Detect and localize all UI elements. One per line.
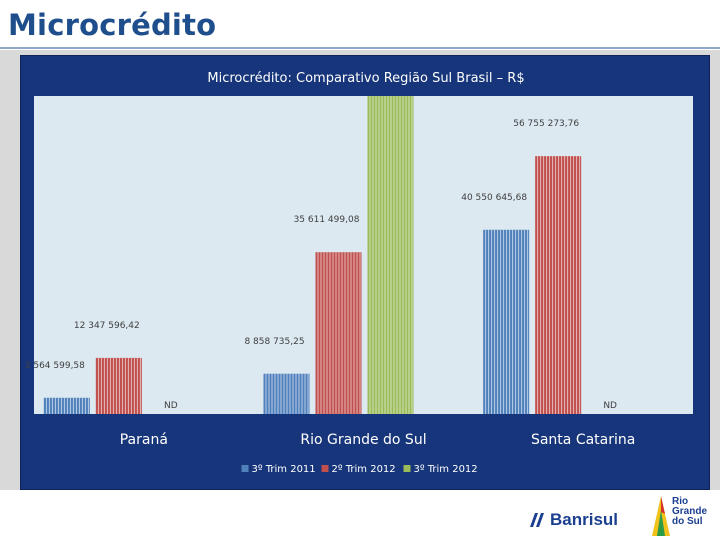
legend-item-2-trim-2012: 2º Trim 2012: [321, 464, 396, 475]
data-label-parana-3-trim-2011: 3 564 599,58: [25, 361, 85, 371]
data-label-rio-grande-do-sul-3-trim-2011: 8 858 735,25: [244, 337, 304, 347]
bar-texture: [317, 252, 361, 414]
bar-rio-grande-do-sul-3-trim-2011: [263, 373, 310, 414]
data-labels-layer: 3 564 599,58 12 347 596,42 ND 8 858 735,25 3…: [25, 119, 617, 411]
footer-strip: [0, 490, 720, 540]
legend-swatch: [321, 465, 329, 472]
bar-parana-2-trim-2012: [95, 357, 142, 414]
bar-texture: [45, 397, 89, 414]
legend-label: 3º Trim 2012: [414, 464, 478, 475]
data-label-rio-grande-do-sul-2-trim-2012: 35 611 499,08: [294, 215, 360, 225]
plot-area: [34, 96, 693, 414]
banrisul-logo: Banrisul: [528, 508, 618, 532]
bar-santa-catarina-3-trim-2011: [483, 229, 530, 414]
bar-chart: Microcrédito: Comparativo Região Sul Bra…: [25, 71, 693, 475]
bar-texture: [369, 96, 413, 414]
data-label-santa-catarina-3-trim-2012: ND: [603, 401, 617, 411]
chart-title: Microcrédito: Comparativo Região Sul Bra…: [207, 71, 524, 86]
banrisul-mark-icon: [530, 513, 544, 527]
bar-parana-3-trim-2011: [43, 397, 90, 414]
category-label-santa-catarina: Santa Catarina: [531, 432, 635, 448]
legend-label: 2º Trim 2012: [332, 464, 396, 475]
category-label-parana: Paraná: [120, 432, 168, 448]
legend-item-3-trim-2011: 3º Trim 2011: [241, 464, 316, 475]
legend-item-3-trim-2012: 3º Trim 2012: [403, 464, 478, 475]
legend-swatch: [403, 465, 411, 472]
category-label-rio-grande-do-sul: Rio Grande do Sul: [300, 432, 426, 448]
banrisul-wordmark: Banrisul: [550, 510, 619, 529]
bars-layer: [43, 96, 582, 415]
bar-texture: [265, 373, 309, 414]
data-label-parana-3-trim-2012: ND: [164, 401, 178, 411]
chart-panel: Microcrédito: Comparativo Região Sul Bra…: [20, 55, 710, 490]
data-label-santa-catarina-3-trim-2011: 40 550 645,68: [461, 193, 527, 203]
page-title: Microcrédito: [8, 8, 217, 42]
rio-grande-do-sul-wordmark: Rio Grande do Sul: [672, 496, 708, 527]
legend-label: 3º Trim 2011: [252, 464, 316, 475]
data-label-santa-catarina-2-trim-2012: 56 755 273,76: [513, 119, 579, 129]
rio-grande-do-sul-logo-icon: [652, 496, 670, 536]
bar-texture: [537, 156, 581, 414]
bar-texture: [97, 357, 141, 414]
data-label-parana-2-trim-2012: 12 347 596,42: [74, 321, 140, 331]
category-axis: Paraná Rio Grande do Sul Santa Catarina: [120, 432, 636, 448]
title-divider: [0, 47, 720, 49]
bar-texture: [485, 229, 529, 414]
legend-swatch: [241, 465, 249, 472]
legend: 3º Trim 2011 2º Trim 2012 3º Trim 2012: [241, 464, 478, 475]
bar-santa-catarina-2-trim-2012: [535, 156, 582, 415]
bar-rio-grande-do-sul-2-trim-2012: [315, 252, 362, 414]
bar-rio-grande-do-sul-3-trim-2012: [367, 96, 414, 414]
